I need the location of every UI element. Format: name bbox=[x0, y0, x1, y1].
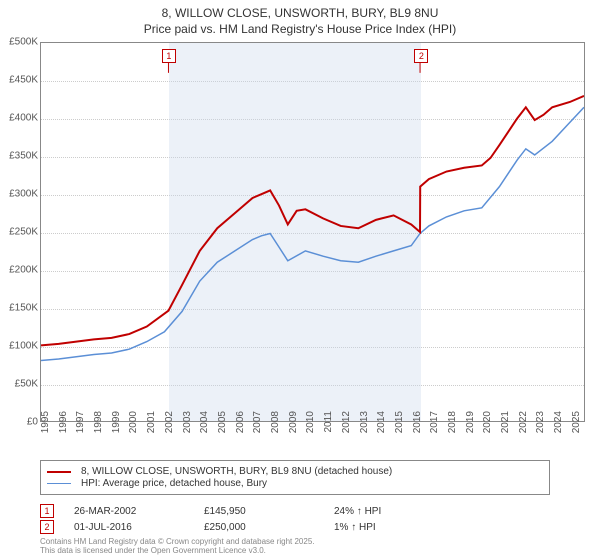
x-tick-label: 2009 bbox=[288, 411, 299, 441]
legend-label: HPI: Average price, detached house, Bury bbox=[81, 478, 267, 489]
series-line-hpi bbox=[41, 107, 584, 360]
x-tick-label: 2017 bbox=[429, 411, 440, 441]
x-tick-label: 2021 bbox=[500, 411, 511, 441]
x-tick-label: 1999 bbox=[111, 411, 122, 441]
footer-attribution: Contains HM Land Registry data © Crown c… bbox=[40, 538, 315, 556]
annotation-marker: 1 bbox=[40, 504, 54, 518]
x-tick-label: 2000 bbox=[128, 411, 139, 441]
y-tick-label: £400K bbox=[2, 113, 38, 124]
x-tick-label: 2018 bbox=[447, 411, 458, 441]
chart-plot-area: 12 bbox=[40, 42, 585, 422]
x-tick-label: 2005 bbox=[217, 411, 228, 441]
legend-swatch bbox=[47, 471, 71, 473]
x-tick-label: 1998 bbox=[93, 411, 104, 441]
x-tick-label: 1997 bbox=[75, 411, 86, 441]
legend-swatch bbox=[47, 483, 71, 484]
x-tick-label: 2006 bbox=[235, 411, 246, 441]
x-tick-label: 1996 bbox=[58, 411, 69, 441]
chart-container: 8, WILLOW CLOSE, UNSWORTH, BURY, BL9 8NU… bbox=[0, 0, 600, 560]
chart-svg bbox=[41, 43, 584, 421]
y-tick-label: £500K bbox=[2, 37, 38, 48]
footer-line-2: This data is licensed under the Open Gov… bbox=[40, 547, 315, 556]
y-tick-label: £100K bbox=[2, 341, 38, 352]
annotation-date: 26-MAR-2002 bbox=[74, 506, 184, 517]
x-tick-label: 2008 bbox=[270, 411, 281, 441]
y-tick-label: £200K bbox=[2, 265, 38, 276]
annotation-price: £250,000 bbox=[204, 522, 314, 533]
annotation-date: 01-JUL-2016 bbox=[74, 522, 184, 533]
annotation-price: £145,950 bbox=[204, 506, 314, 517]
x-tick-label: 2024 bbox=[553, 411, 564, 441]
chart-marker-2: 2 bbox=[414, 49, 428, 63]
x-tick-label: 2002 bbox=[164, 411, 175, 441]
legend: 8, WILLOW CLOSE, UNSWORTH, BURY, BL9 8NU… bbox=[40, 460, 550, 495]
x-tick-label: 1995 bbox=[40, 411, 51, 441]
annotation-marker: 2 bbox=[40, 520, 54, 534]
legend-row: HPI: Average price, detached house, Bury bbox=[47, 478, 543, 489]
x-tick-label: 2012 bbox=[341, 411, 352, 441]
annotation-row: 1 26-MAR-2002 £145,950 24% ↑ HPI bbox=[40, 504, 550, 518]
y-tick-label: £250K bbox=[2, 227, 38, 238]
x-tick-label: 2023 bbox=[535, 411, 546, 441]
annotation-table: 1 26-MAR-2002 £145,950 24% ↑ HPI 2 01-JUL-201… bbox=[40, 502, 550, 536]
x-tick-label: 2003 bbox=[182, 411, 193, 441]
series-line-price_paid bbox=[41, 96, 584, 345]
x-tick-label: 2004 bbox=[199, 411, 210, 441]
y-tick-label: £150K bbox=[2, 303, 38, 314]
title-line-1: 8, WILLOW CLOSE, UNSWORTH, BURY, BL9 8NU bbox=[0, 6, 600, 22]
x-tick-label: 2001 bbox=[146, 411, 157, 441]
annotation-row: 2 01-JUL-2016 £250,000 1% ↑ HPI bbox=[40, 520, 550, 534]
y-tick-label: £300K bbox=[2, 189, 38, 200]
x-tick-label: 2014 bbox=[376, 411, 387, 441]
y-tick-label: £50K bbox=[2, 379, 38, 390]
x-tick-label: 2015 bbox=[394, 411, 405, 441]
legend-row: 8, WILLOW CLOSE, UNSWORTH, BURY, BL9 8NU… bbox=[47, 466, 543, 477]
x-tick-label: 2013 bbox=[359, 411, 370, 441]
x-tick-label: 2025 bbox=[571, 411, 582, 441]
x-tick-label: 2022 bbox=[518, 411, 529, 441]
y-tick-label: £350K bbox=[2, 151, 38, 162]
legend-label: 8, WILLOW CLOSE, UNSWORTH, BURY, BL9 8NU… bbox=[81, 466, 392, 477]
annotation-delta: 24% ↑ HPI bbox=[334, 506, 444, 517]
title-block: 8, WILLOW CLOSE, UNSWORTH, BURY, BL9 8NU… bbox=[0, 0, 600, 39]
chart-marker-1: 1 bbox=[162, 49, 176, 63]
x-tick-label: 2010 bbox=[305, 411, 316, 441]
x-tick-label: 2019 bbox=[465, 411, 476, 441]
annotation-delta: 1% ↑ HPI bbox=[334, 522, 444, 533]
x-tick-label: 2020 bbox=[482, 411, 493, 441]
x-tick-label: 2016 bbox=[412, 411, 423, 441]
title-line-2: Price paid vs. HM Land Registry's House … bbox=[0, 22, 600, 38]
y-tick-label: £450K bbox=[2, 75, 38, 86]
y-tick-label: £0 bbox=[2, 417, 38, 428]
x-tick-label: 2011 bbox=[323, 411, 334, 441]
x-tick-label: 2007 bbox=[252, 411, 263, 441]
